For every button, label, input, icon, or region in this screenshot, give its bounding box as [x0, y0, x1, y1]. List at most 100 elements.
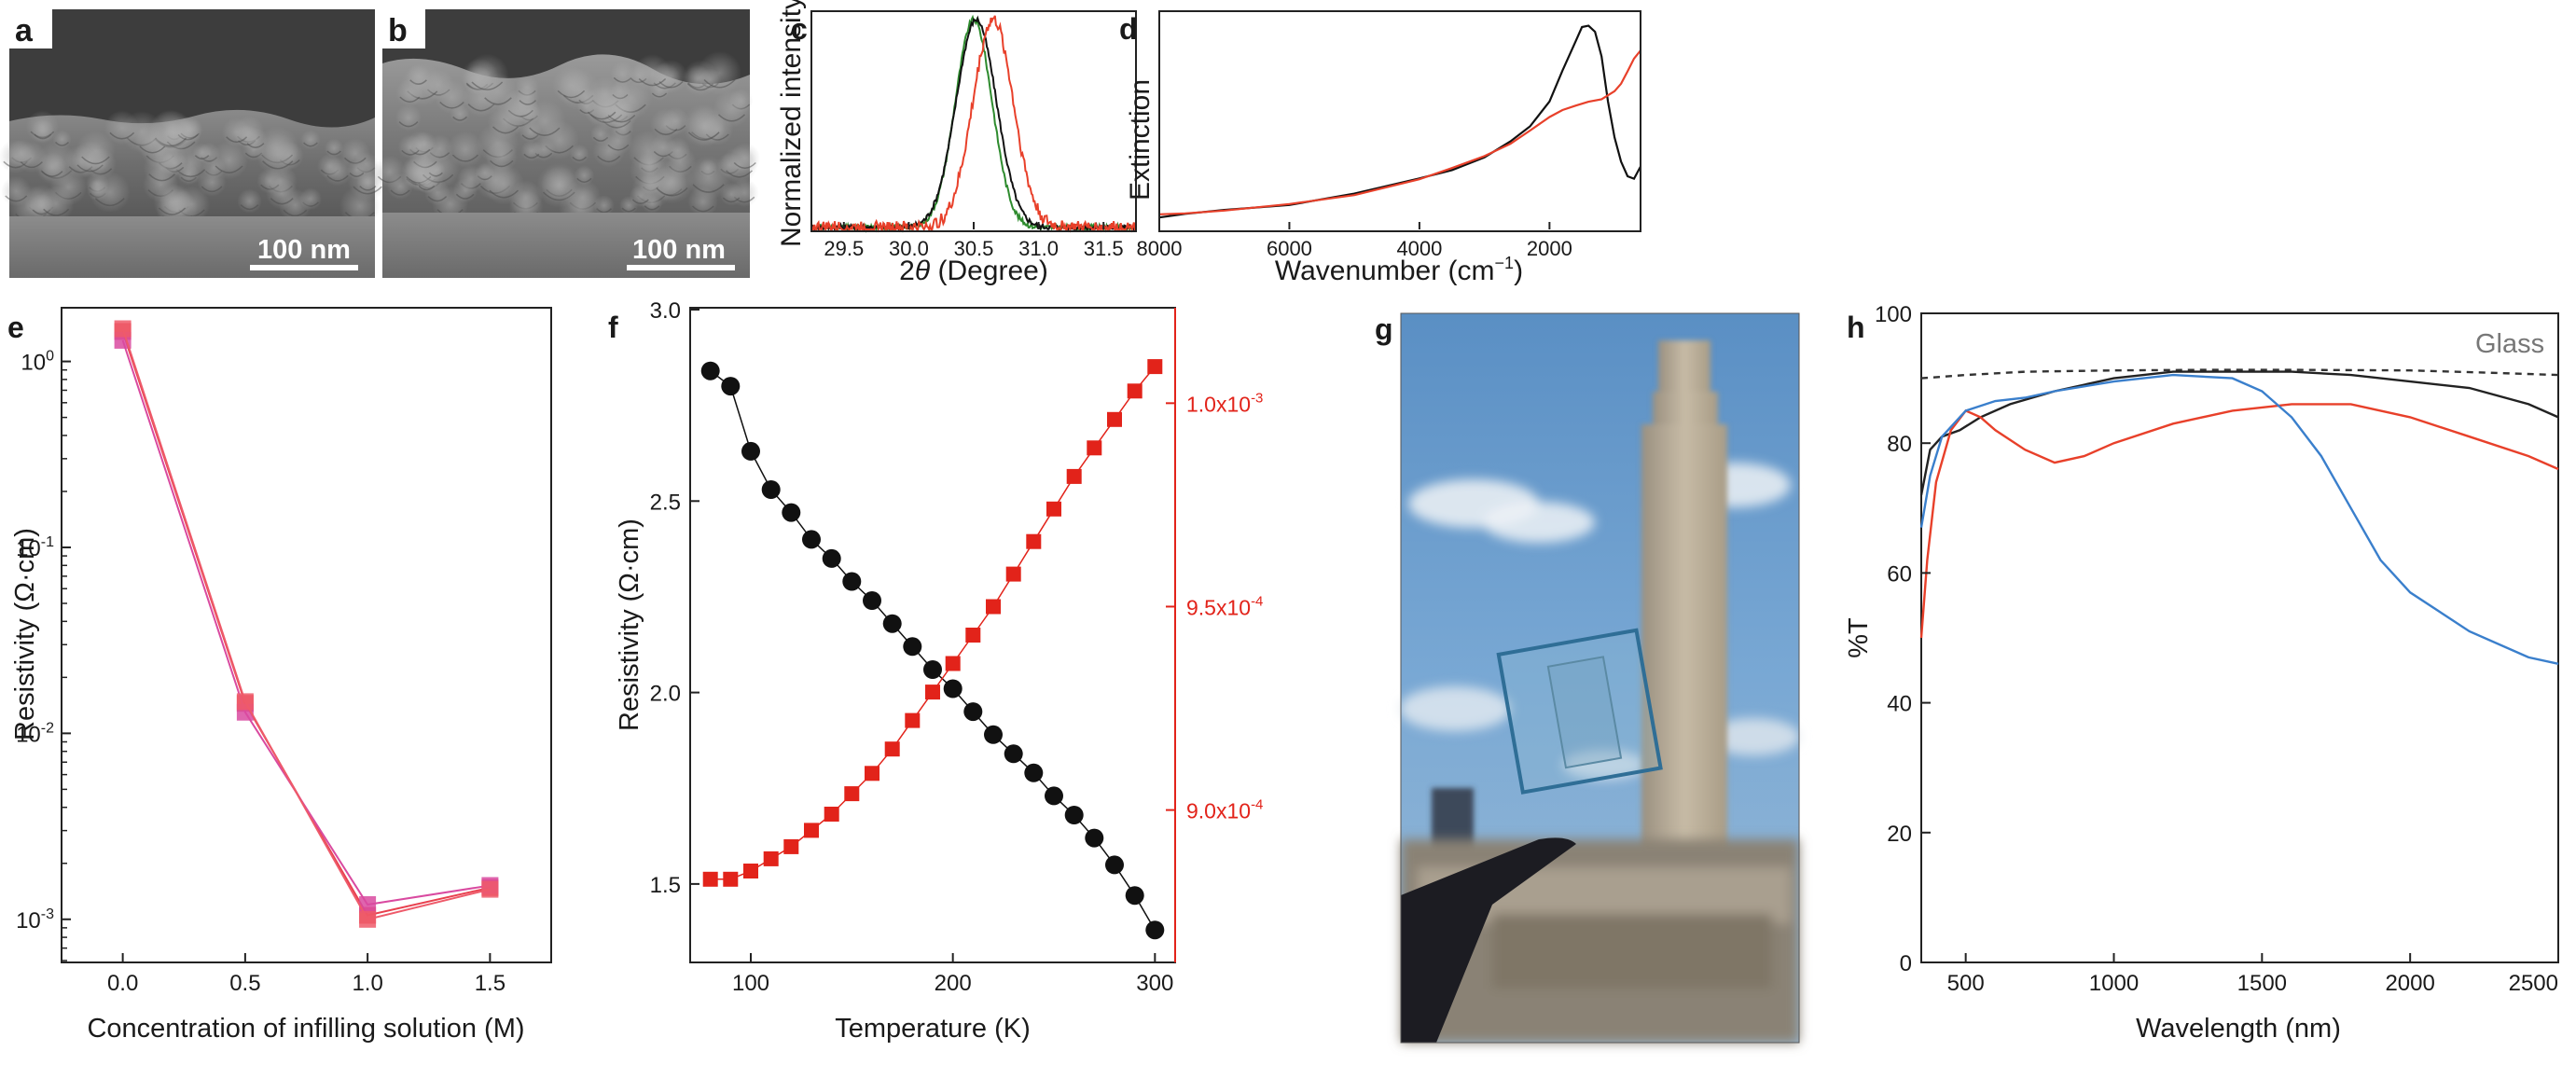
- sem-grain-edge: [148, 173, 176, 182]
- chart-d-series-black: [1158, 24, 1641, 219]
- scale-label-a: 100 nm: [257, 235, 351, 265]
- sem-grain-edge: [691, 205, 714, 213]
- chart-c-series-green: [810, 14, 1137, 233]
- chart-h-plot: [1919, 368, 2559, 665]
- chart-f-left-tick: 3.0: [650, 298, 681, 324]
- chart-e-point-s3: [236, 693, 254, 711]
- chart-f-right-tick-exp: -4: [1251, 593, 1263, 609]
- chart-f-point-red: [824, 807, 839, 822]
- sem-grain: [582, 86, 622, 126]
- chart-f-right-tick: 9.5x10-4: [1186, 593, 1263, 619]
- chart-f-point-black: [882, 614, 902, 633]
- chart-c-x-tick: 31.5: [1084, 237, 1124, 260]
- chart-d-plot: [1158, 24, 1641, 219]
- sem-grain-edge: [401, 149, 420, 156]
- chart-f-point-red: [1066, 468, 1082, 484]
- photo-tweezers: [1401, 837, 1576, 1043]
- chart-d-frame: [1158, 10, 1641, 232]
- panel-g: g: [1375, 312, 1800, 1044]
- chart-e-point-s2: [359, 896, 377, 913]
- chart-h-series-blue: [1919, 373, 2559, 665]
- sem-grain: [16, 142, 48, 173]
- chart-e-x-tick: 1.5: [475, 971, 506, 996]
- chart-f-point-black: [802, 530, 821, 549]
- chart-h-y-tick: 100: [1875, 302, 1912, 327]
- chart-f-point-red: [1005, 566, 1021, 582]
- sem-grain-edge: [303, 142, 318, 147]
- chart-h-x-label: Wavelength (nm): [2136, 1014, 2341, 1044]
- chart-f-point-black: [1085, 828, 1104, 848]
- chart-h-x-tick: 2500: [2509, 971, 2558, 996]
- chart-e-line-s1: [121, 331, 491, 917]
- chart-d-x-tick: 6000: [1267, 237, 1312, 260]
- sem-grain: [89, 172, 131, 214]
- chart-f-x-tick: 200: [935, 971, 972, 996]
- chart-f-left-tick: 1.5: [650, 873, 681, 898]
- sem-grain: [435, 79, 469, 115]
- chart-h-y-tick: 80: [1887, 432, 1912, 457]
- chart-f-point-red: [865, 766, 879, 781]
- sem-grain: [447, 131, 484, 168]
- chart-f-point-red: [804, 823, 819, 838]
- sem-grain: [465, 53, 509, 98]
- chart-f-point-black: [1004, 744, 1023, 764]
- chart-f-right-tick-mantissa: 9.5x10: [1186, 595, 1251, 619]
- chart-f-right-tick-exp: -4: [1251, 797, 1263, 813]
- sem-grain-edge: [587, 111, 616, 120]
- sem-grain-edge: [158, 207, 187, 215]
- panel-label-e: e: [7, 311, 24, 344]
- chart-h-series-glass: [1920, 368, 2559, 380]
- panel-label-a-box: [9, 9, 52, 48]
- scale-bar-a: [250, 265, 358, 270]
- chart-d-x-tick: 2000: [1527, 237, 1572, 260]
- chart-f-point-red: [1147, 359, 1163, 375]
- chart-e-y-tick-exp: -2: [41, 720, 54, 736]
- sem-grain-edge: [283, 209, 308, 217]
- chart-f-right-ticks: 9.0x10-49.5x10-41.0x10-3: [1166, 390, 1263, 823]
- chart-f-point-red: [986, 599, 1001, 615]
- sem-grain-edge: [246, 143, 265, 148]
- sem-grain: [153, 183, 191, 221]
- sem-grain-edge: [43, 208, 70, 216]
- chart-h-y-label: %T: [1844, 617, 1874, 658]
- chart-e-y-tick-exp: -3: [41, 906, 54, 922]
- chart-c-frame: [810, 10, 1137, 232]
- sem-grain-edge: [654, 128, 678, 136]
- sem-grain: [134, 123, 171, 159]
- chart-f-right-tick-mantissa: 9.0x10: [1186, 799, 1251, 823]
- sem-grain: [697, 50, 742, 95]
- panel-label-c: c: [791, 12, 808, 46]
- chart-f-point-red: [743, 864, 758, 878]
- chart-f-point-black: [721, 377, 741, 396]
- chart-c-x-label: 2θ (Degree): [899, 256, 1048, 286]
- scale-label-b: 100 nm: [632, 235, 726, 265]
- chart-e-y-tick-base: 10: [16, 722, 41, 747]
- chart-c-series-red: [810, 15, 1136, 233]
- chart-e-y-tick: 10-2: [16, 720, 54, 747]
- chart-f-point-black: [923, 660, 942, 679]
- chart-f-point-black: [842, 572, 862, 591]
- sem-grain-edge: [439, 101, 464, 109]
- panel-label-b-box: [382, 9, 425, 48]
- chart-e-plot: [114, 320, 499, 928]
- chart-f-point-black: [1024, 763, 1044, 782]
- chart-e-x-tick: 1.0: [352, 971, 382, 996]
- chart-f-x-label: Temperature (K): [835, 1014, 1031, 1044]
- chart-h-y-ticks: 0 20 40 60 80 100: [1875, 302, 1931, 976]
- chart-d-y-label: Extinction: [1125, 79, 1156, 201]
- chart-c-x-ticks: 29.5 30.0 30.5 31.0 31.5: [824, 222, 1124, 260]
- sem-grain: [650, 108, 682, 141]
- chart-f-right-tick-mantissa: 1.0x10: [1186, 392, 1251, 416]
- sem-grain: [104, 110, 140, 145]
- sem-grain-edge: [94, 198, 125, 207]
- sem-grain-edge: [490, 159, 514, 168]
- sem-grain-edge: [452, 116, 468, 121]
- sem-grain-edge: [359, 186, 377, 191]
- chart-f-point-red: [702, 871, 718, 887]
- sem-grain-edge: [733, 161, 756, 170]
- chart-f-point-red: [763, 851, 779, 866]
- sem-grain-edge: [529, 127, 561, 136]
- sem-grain-edge: [5, 195, 28, 202]
- sem-grain-edge: [349, 172, 365, 177]
